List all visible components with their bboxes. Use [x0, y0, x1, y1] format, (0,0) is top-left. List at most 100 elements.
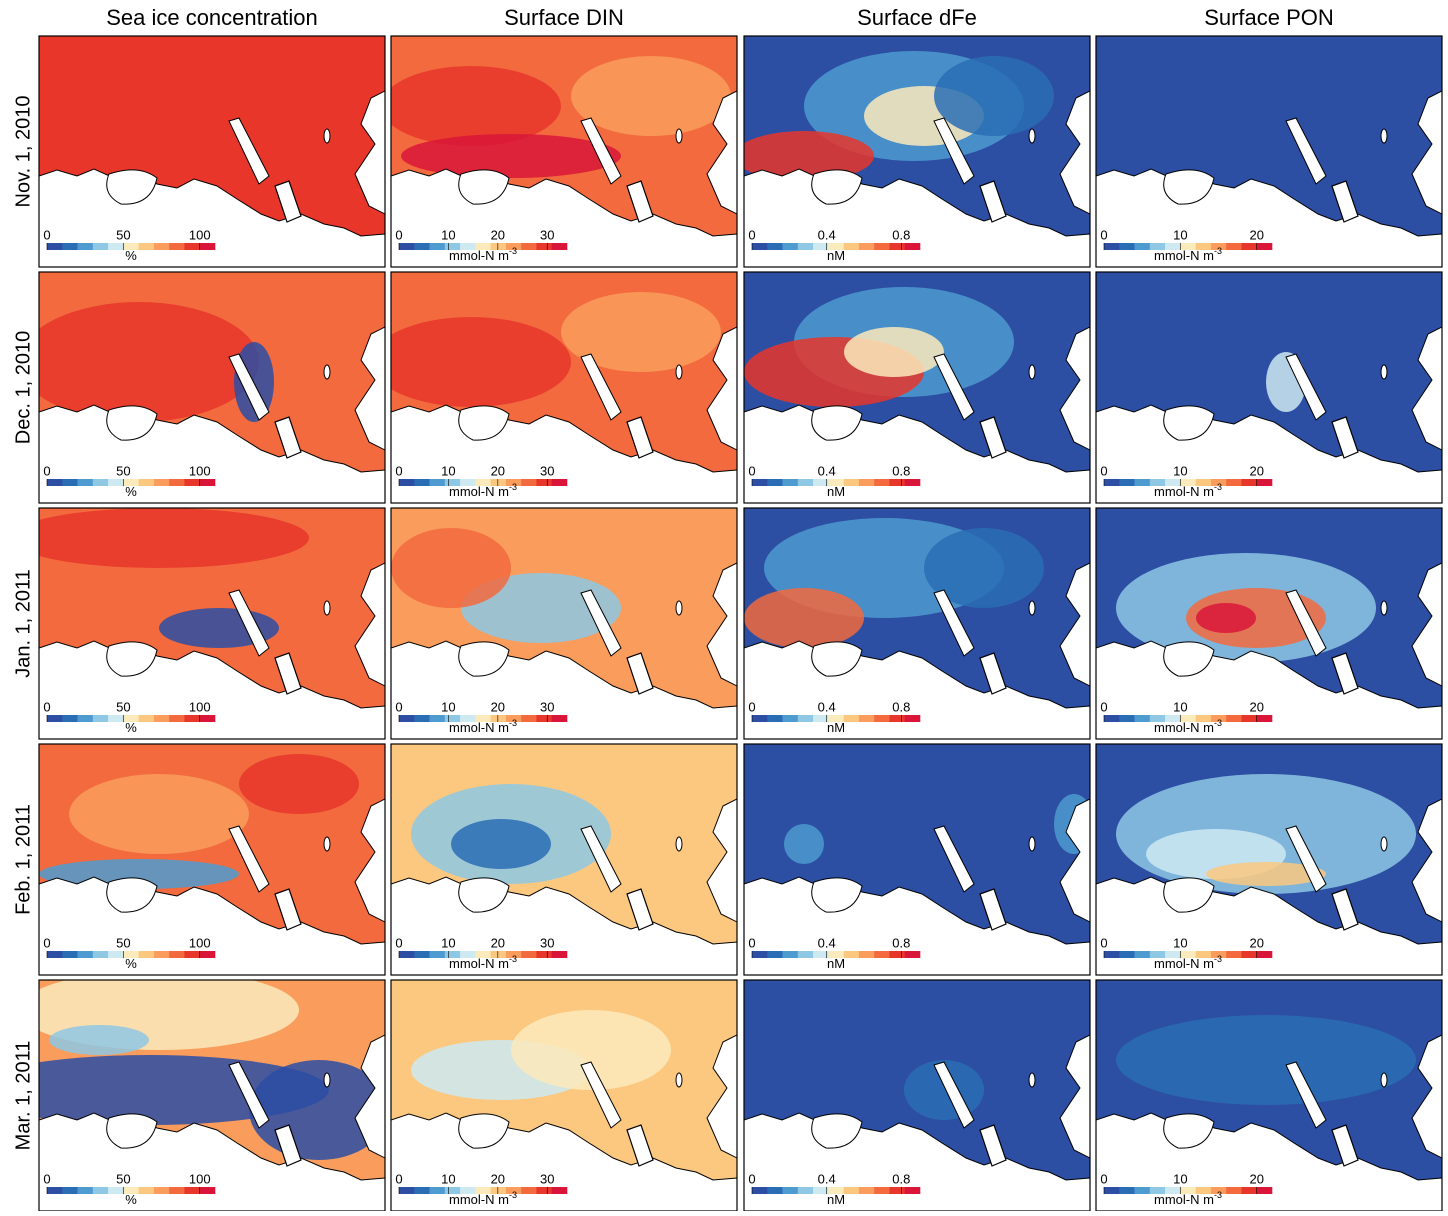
colorbar-tick-label: 0	[1100, 699, 1107, 714]
colorbar-segment	[858, 1187, 875, 1194]
colorbar-tick-label: 0	[395, 699, 402, 714]
colorbar-segment	[169, 715, 185, 722]
colorbar-segment	[460, 243, 476, 250]
unit-superscript: -3	[509, 1190, 517, 1200]
colorbar-segment	[184, 243, 201, 250]
colorbar-segment	[1195, 951, 1212, 958]
colorbar-segment	[1165, 715, 1181, 722]
colorbar-segment	[108, 1187, 124, 1194]
colorbar-tick-label: 0.4	[818, 935, 836, 950]
colorbar-segment	[889, 1187, 906, 1194]
colorbar-segment	[414, 951, 430, 958]
colorbar-tick-label: 0	[1100, 227, 1107, 242]
colorbar-tick-label: 100	[189, 699, 211, 714]
colorbar-tick-label: 20	[491, 1171, 505, 1186]
panel-border	[38, 507, 386, 740]
unit-text: %	[125, 720, 137, 735]
colorbar-tick-label: 20	[1249, 935, 1263, 950]
colorbar-segment	[414, 479, 430, 486]
panel-border	[743, 743, 1091, 976]
colorbar-segment	[123, 715, 139, 722]
panel-border	[390, 271, 738, 504]
colorbar-segment	[874, 951, 890, 958]
colorbar-segment	[1226, 479, 1242, 486]
colorbar-segment	[77, 951, 94, 958]
colorbar-tick-label: 50	[116, 227, 130, 242]
colorbar-segment	[1256, 715, 1273, 722]
colorbar-unit: mmol-N m-3	[1154, 1190, 1222, 1207]
colorbar-segment	[1149, 951, 1166, 958]
colorbar-segment	[475, 951, 491, 958]
colorbar-segment	[490, 951, 507, 958]
colorbar-segment	[108, 479, 124, 486]
colorbar-segment	[551, 1187, 568, 1194]
colorbar-tick-label: 0	[43, 699, 50, 714]
field-patch	[391, 528, 511, 608]
colorbar-segment	[505, 1187, 522, 1194]
colorbar-segment	[1226, 243, 1242, 250]
colorbar-tick-label: 0	[43, 227, 50, 242]
colorbar-segment	[429, 951, 446, 958]
colorbar-segment	[904, 715, 921, 722]
colorbar-segment	[551, 243, 568, 250]
unit-text: mmol-N m	[1154, 248, 1214, 263]
colorbar-segment	[1104, 715, 1120, 722]
colorbar-segment	[767, 715, 783, 722]
colorbar-segment	[444, 1187, 461, 1194]
map-panel: 0 10 20 mmol-N m-3	[1096, 508, 1442, 739]
colorbar-unit: nM	[827, 484, 845, 499]
colorbar-segment	[521, 951, 537, 958]
colorbar-segment	[184, 951, 201, 958]
colorbar-segment	[782, 715, 799, 722]
colorbar-segment	[1195, 479, 1212, 486]
colorbar-segment	[767, 1187, 783, 1194]
colorbar-segment	[92, 243, 109, 250]
colorbar-tick-label: 100	[189, 935, 211, 950]
colorbar-segment	[1226, 1187, 1242, 1194]
colorbar-unit: nM	[827, 956, 845, 971]
colorbar-segment	[782, 479, 799, 486]
colorbar-segment	[1210, 951, 1227, 958]
field-patch	[924, 528, 1044, 608]
colorbar-tick-label: 50	[116, 1171, 130, 1186]
panel-border	[743, 507, 1091, 740]
colorbar-segment	[77, 715, 94, 722]
unit-text: mmol-N m	[1154, 1192, 1214, 1207]
unit-superscript: -3	[1214, 482, 1222, 492]
colorbar-segment	[782, 1187, 799, 1194]
colorbar-segment	[874, 1187, 890, 1194]
colorbar-segment	[1104, 951, 1120, 958]
colorbar-segment	[1210, 479, 1227, 486]
colorbar-segment	[123, 951, 139, 958]
colorbar-segment	[536, 243, 553, 250]
field-patch	[39, 302, 259, 422]
colorbar-segment	[767, 479, 783, 486]
colorbar-segment	[1149, 243, 1166, 250]
colorbar-segment	[551, 715, 568, 722]
map-panel: 0 10 20 mmol-N m-3	[1096, 980, 1442, 1211]
colorbar-segment	[184, 1187, 201, 1194]
colorbar-segment	[828, 715, 844, 722]
colorbar-tick-label: 10	[441, 935, 455, 950]
colorbar-segment	[1195, 715, 1212, 722]
map-panel: 0 10 20 30 mmol-N m-3	[391, 508, 737, 739]
colorbar-segment	[199, 1187, 216, 1194]
colorbar-tick-label: 30	[540, 227, 554, 242]
unit-text: nM	[827, 956, 845, 971]
colorbar-segment	[475, 243, 491, 250]
colorbar-segment	[904, 479, 921, 486]
unit-superscript: -3	[1214, 246, 1222, 256]
colorbar-segment	[123, 479, 139, 486]
colorbar-segment	[536, 1187, 553, 1194]
colorbar-unit: %	[125, 1192, 137, 1207]
colorbar-tick-label: 0	[43, 935, 50, 950]
colorbar-segment	[92, 479, 109, 486]
colorbar-segment	[1180, 951, 1196, 958]
row-label: Mar. 1, 2011	[12, 1041, 34, 1151]
colorbar-tick-label: 30	[540, 699, 554, 714]
colorbar-segment	[904, 1187, 921, 1194]
colorbar-unit: mmol-N m-3	[1154, 482, 1222, 499]
colorbar-segment	[444, 243, 461, 250]
colorbar-segment	[47, 243, 63, 250]
unit-text: %	[125, 248, 137, 263]
